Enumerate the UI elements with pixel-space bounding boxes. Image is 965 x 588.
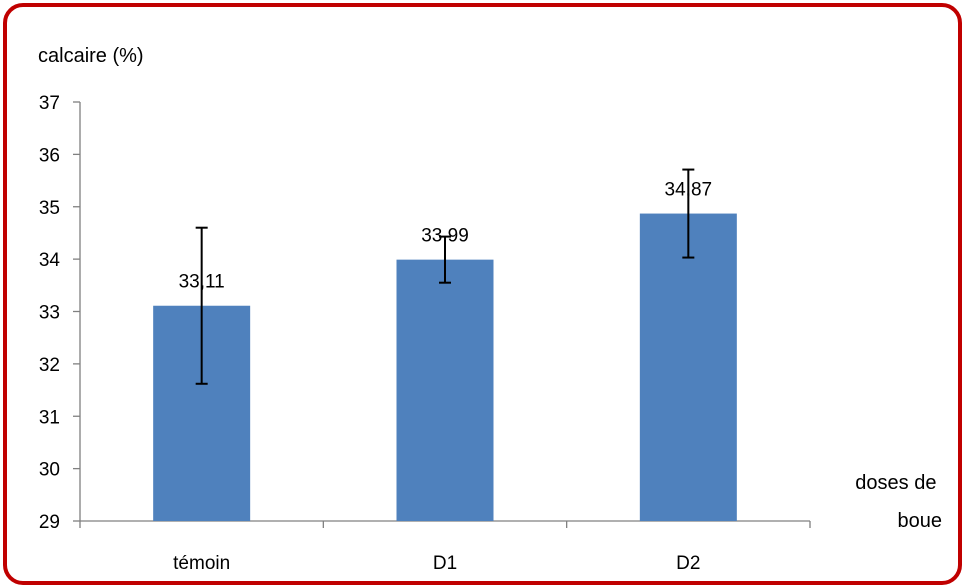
y-tick-label: 31 [39, 407, 60, 428]
data-label: 34,87 [665, 180, 713, 201]
x-axis-title-line-1: doses de [855, 472, 936, 494]
y-tick-label: 35 [39, 198, 60, 219]
data-label: 33,99 [421, 226, 469, 247]
x-tick-label: D1 [433, 553, 457, 574]
x-tick-label: témoin [173, 553, 230, 574]
x-tick-label: D2 [676, 553, 700, 574]
y-tick-label: 32 [39, 355, 60, 376]
y-tick-label: 33 [39, 303, 60, 324]
y-axis-title: calcaire (%) [38, 45, 144, 67]
bar-d2 [639, 213, 737, 521]
data-label: 33,11 [179, 272, 225, 293]
x-axis-title-line-2: boue [898, 510, 943, 532]
y-tick-label: 36 [39, 145, 60, 166]
x-axis-title: doses de boue [855, 472, 942, 532]
y-tick-label: 37 [39, 93, 60, 114]
y-tick-label: 34 [39, 250, 61, 271]
y-tick-label: 29 [39, 512, 60, 533]
y-tick-label: 30 [39, 460, 60, 481]
bar-d1 [396, 259, 494, 521]
plot-area: 29 30 31 32 33 34 35 36 37 33,11 témoin 33,99 D1 34,8… [39, 93, 811, 574]
